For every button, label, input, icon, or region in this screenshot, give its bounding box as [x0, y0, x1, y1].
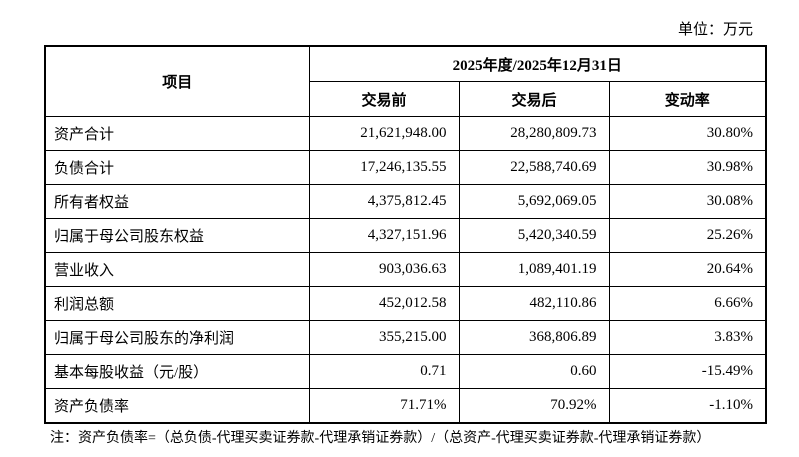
row-label: 利润总额 [44, 286, 310, 321]
cell: 3.83% [608, 320, 767, 355]
footnote: 注：资产负债率=（总负债-代理买卖证券款-代理承销证券款）/（总资产-代理买卖证… [50, 431, 711, 446]
table-row: 营业收入 903,036.63 1,089,401.19 20.64% [44, 252, 767, 287]
cell: 368,806.89 [458, 320, 610, 355]
row-label: 归属于母公司股东权益 [44, 218, 310, 253]
data-table: 项目 2025年度/2025年12月31日 交易前 交易后 变动率 资产合计 21,6… [44, 45, 767, 424]
cell: 71.71% [308, 388, 460, 424]
row-label: 资产合计 [44, 116, 310, 151]
cell: 4,327,151.96 [308, 218, 460, 253]
row-label: 所有者权益 [44, 184, 310, 219]
cell: 30.80% [608, 116, 767, 151]
cell: 22,588,740.69 [458, 150, 610, 185]
cell: 6.66% [608, 286, 767, 321]
cell: -15.49% [608, 354, 767, 389]
table-row: 所有者权益 4,375,812.45 5,692,069.05 30.08% [44, 184, 767, 219]
cell: 21,621,948.00 [308, 116, 460, 151]
cell: 17,246,135.55 [308, 150, 460, 185]
cell: 20.64% [608, 252, 767, 287]
table-row: 利润总额 452,012.58 482,110.86 6.66% [44, 286, 767, 321]
column-header: 交易前 [308, 81, 460, 117]
cell: 4,375,812.45 [308, 184, 460, 219]
unit-label: 单位：万元 [677, 22, 753, 38]
row-label: 负债合计 [44, 150, 310, 185]
cell: 5,692,069.05 [458, 184, 610, 219]
cell: -1.10% [608, 388, 767, 424]
cell: 355,215.00 [308, 320, 460, 355]
cell: 5,420,340.59 [458, 218, 610, 253]
table-row: 基本每股收益（元/股） 0.71 0.60 -15.49% [44, 354, 767, 389]
header-row: 交易前 交易后 变动率 [45, 81, 767, 117]
table-row: 资产合计 21,621,948.00 28,280,809.73 30.80% [44, 116, 767, 151]
header-period: 2025年度/2025年12月31日 [308, 45, 767, 82]
cell: 30.98% [608, 150, 767, 185]
table-row: 负债合计 17,246,135.55 22,588,740.69 30.98% [44, 150, 767, 185]
cell: 30.08% [608, 184, 767, 219]
cell: 0.71 [308, 354, 460, 389]
column-header: 交易后 [458, 81, 610, 117]
row-label: 归属于母公司股东的净利润 [44, 320, 310, 355]
cell: 1,089,401.19 [458, 252, 610, 287]
table-row: 归属于母公司股东的净利润 355,215.00 368,806.89 3.83% [44, 320, 767, 355]
cell: 0.60 [458, 354, 610, 389]
cell: 70.92% [458, 388, 610, 424]
row-label: 资产负债率 [44, 388, 310, 424]
cell: 25.26% [608, 218, 767, 253]
table-row: 资产负债率 71.71% 70.92% -1.10% [44, 388, 767, 424]
column-header: 变动率 [608, 81, 767, 117]
table-body: 资产合计 21,621,948.00 28,280,809.73 30.80% 负债合计… [44, 116, 767, 424]
cell: 28,280,809.73 [458, 116, 610, 151]
table-row: 归属于母公司股东权益 4,327,151.96 5,420,340.59 25.26% [44, 218, 767, 253]
cell: 452,012.58 [308, 286, 460, 321]
row-label: 营业收入 [44, 252, 310, 287]
row-label: 基本每股收益（元/股） [44, 354, 310, 389]
cell: 482,110.86 [458, 286, 610, 321]
header-item: 项目 [44, 45, 310, 117]
cell: 903,036.63 [308, 252, 460, 287]
header-row: 项目 2025年度/2025年12月31日 [44, 45, 767, 117]
